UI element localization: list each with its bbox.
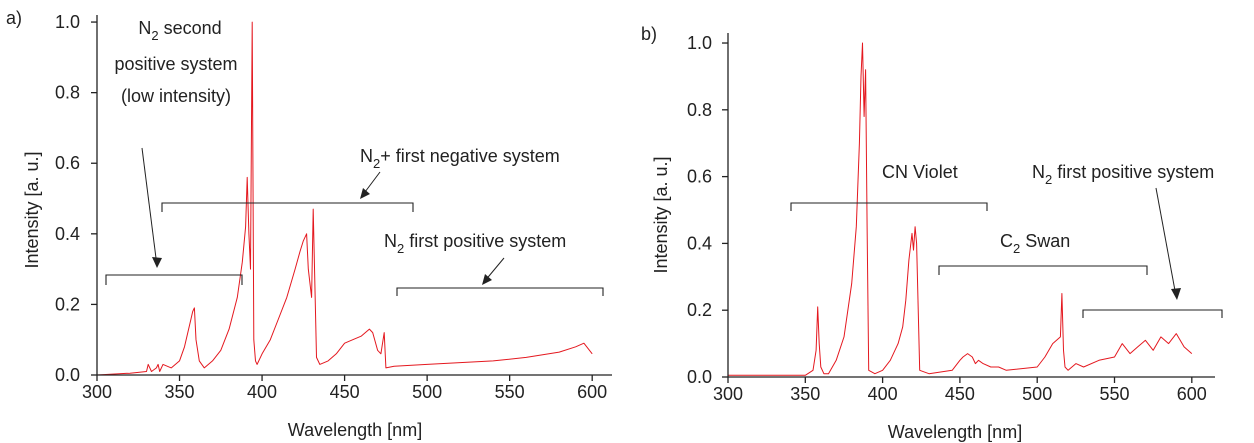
n2-second-arrowhead [152,257,162,268]
panel-a-annotation-n2-first-pos: N2 first positive system [384,231,603,296]
panel-a-y-tick-label-1.0: 1.0 [55,12,80,32]
panel-b-series [728,43,1192,375]
n2-first-pos-b-n: N [1032,162,1045,182]
panel-b-annotation-c2-swan: C2 Swan [939,231,1147,275]
panel-b-x-tick-label-350: 350 [790,384,820,404]
panel-b: b) Intensity [a. u.] Wavelength [nm] 300… [641,24,1222,442]
c2-swan-rest: Swan [1020,231,1070,251]
n2plus-arrowhead [360,188,370,199]
panel-b-y-tick-label-0.4: 0.4 [687,233,712,253]
n2-second-arrow [142,148,157,266]
panel-a-x-axis-title: Wavelength [nm] [288,420,422,440]
panel-b-y-tick-label-0.2: 0.2 [687,300,712,320]
n2plus-rest: + first negative system [380,146,560,166]
n2plus-n: N [360,146,373,166]
cn-violet-label: CN Violet [882,162,958,182]
n2-second-label-line3: (low intensity) [121,86,231,106]
n2-first-pos-a-bracket [397,288,603,296]
n2-second-word: second [159,18,222,38]
n2-first-pos-b-rest: first positive system [1052,162,1214,182]
n2-second-label-line2: positive system [114,54,237,74]
cn-violet-bracket [791,203,987,211]
n2-first-pos-a-sub: 2 [397,241,404,256]
panel-a-y-axis-title: Intensity [a. u.] [22,151,42,268]
panel-b-ticks: 300 350 400 450 500 550 600 0.0 0.2 0.4 0.6 0.8 1.0 [687,33,1207,404]
n2-first-pos-a-rest: first positive system [404,231,566,251]
panel-a-y-tick-label-0.0: 0.0 [55,365,80,385]
n2-second-sub: 2 [151,28,158,43]
panel-b-x-tick-label-550: 550 [1099,384,1129,404]
n2plus-bracket [162,203,413,212]
panel-a-y-tick-label-0.6: 0.6 [55,153,80,173]
panel-a-y-tick-label-0.2: 0.2 [55,294,80,314]
panel-a: a) Intensity [a. u.] Wavelength [nm] 300… [6,8,612,440]
n2-first-pos-b-sub: 2 [1045,172,1052,187]
panel-a-spectrum-line [97,22,592,375]
panel-a-letter: a) [6,8,22,28]
panel-b-spectrum-line [728,43,1192,375]
panel-b-x-tick-label-450: 450 [945,384,975,404]
panel-a-x-tick-label-400: 400 [247,382,277,402]
c2-swan-label: C2 Swan [1000,231,1070,256]
c2-swan-bracket [939,266,1147,275]
panel-b-y-axis-title: Intensity [a. u.] [651,156,671,273]
panel-a-x-tick-label-550: 550 [495,382,525,402]
panel-a-annotation-n2plus: N2+ first negative system [162,146,560,212]
panel-a-annotation-n2-second: N2 second positive system (low intensity… [106,18,242,285]
c2-swan-sub: 2 [1013,241,1020,256]
panel-a-series [97,22,592,375]
n2-second-bracket [106,275,242,285]
panel-b-x-tick-label-500: 500 [1022,384,1052,404]
n2-first-pos-b-bracket [1083,310,1222,318]
n2-first-pos-a-label: N2 first positive system [384,231,566,256]
panel-a-x-tick-label-450: 450 [330,382,360,402]
n2-first-pos-b-label: N2 first positive system [1032,162,1214,187]
n2-first-pos-a-arrowhead [482,274,492,285]
panel-b-x-tick-label-600: 600 [1177,384,1207,404]
panel-a-x-tick-label-600: 600 [577,382,607,402]
panel-b-y-tick-label-0.8: 0.8 [687,100,712,120]
panel-b-x-axis-title: Wavelength [nm] [888,422,1022,442]
panel-b-x-tick-label-400: 400 [868,384,898,404]
n2plus-label: N2+ first negative system [360,146,560,171]
n2-second-label-line1: N2 second [138,18,221,43]
panel-a-y-tick-label-0.4: 0.4 [55,224,80,244]
n2-first-pos-a-n: N [384,231,397,251]
n2-first-pos-b-arrow [1156,188,1176,296]
panel-b-y-tick-label-0.6: 0.6 [687,167,712,187]
panel-a-x-tick-label-300: 300 [82,382,112,402]
panel-b-letter: b) [641,24,657,44]
n2-second-n: N [138,18,151,38]
c2-swan-c: C [1000,231,1013,251]
panel-a-y-tick-label-0.8: 0.8 [55,83,80,103]
panel-b-annotation-cn-violet: CN Violet [791,162,987,211]
panel-b-y-tick-label-0.0: 0.0 [687,367,712,387]
panel-b-y-tick-label-1.0: 1.0 [687,33,712,53]
panel-b-x-tick-label-300: 300 [713,384,743,404]
n2plus-sub: 2 [373,156,380,171]
panel-a-x-tick-label-350: 350 [165,382,195,402]
panel-a-x-tick-label-500: 500 [412,382,442,402]
n2-first-pos-b-arrowhead [1171,288,1181,300]
